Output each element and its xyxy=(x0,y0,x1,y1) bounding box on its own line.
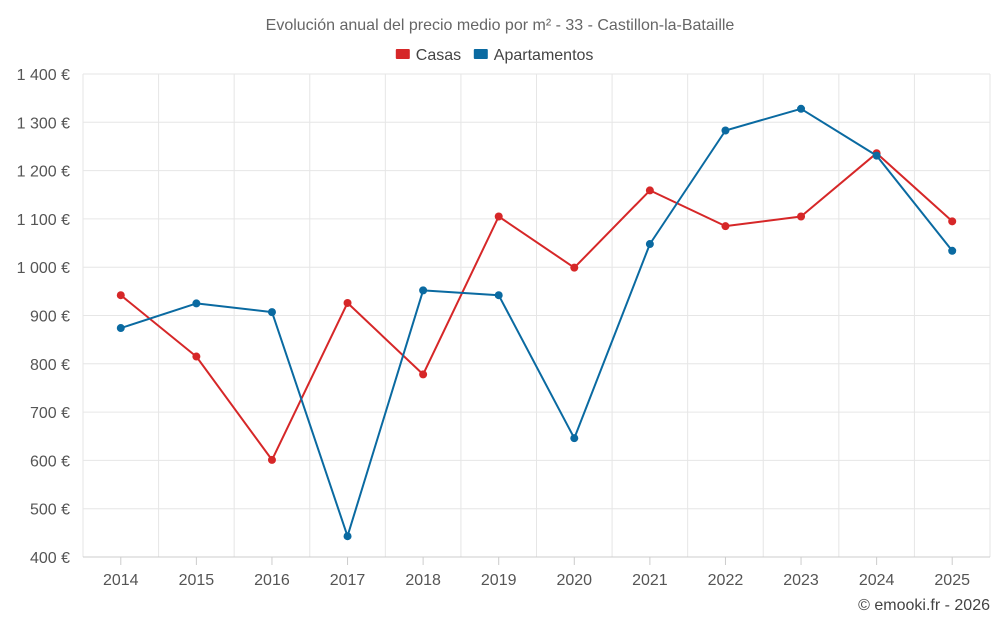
y-tick-label: 700 € xyxy=(30,405,70,422)
data-point-casas[interactable] xyxy=(797,212,806,221)
y-tick-label: 600 € xyxy=(30,453,70,470)
data-point-apartamentos[interactable] xyxy=(645,240,654,249)
data-point-casas[interactable] xyxy=(116,291,125,300)
data-point-casas[interactable] xyxy=(267,455,276,464)
data-point-apartamentos[interactable] xyxy=(343,532,352,541)
data-point-apartamentos[interactable] xyxy=(419,286,428,295)
x-tick-label: 2023 xyxy=(783,572,819,589)
x-tick-label: 2020 xyxy=(556,572,592,589)
credit-text: © emooki.fr - 2026 xyxy=(858,597,990,614)
data-point-apartamentos[interactable] xyxy=(872,151,881,160)
y-tick-label: 1 000 € xyxy=(17,260,70,277)
x-tick-label: 2025 xyxy=(934,572,970,589)
series-group xyxy=(116,104,957,541)
series-line-casas xyxy=(120,152,953,461)
y-tick-label: 1 100 € xyxy=(17,212,70,229)
x-tick-label: 2015 xyxy=(179,572,215,589)
data-point-apartamentos[interactable] xyxy=(116,324,125,333)
data-point-apartamentos[interactable] xyxy=(570,434,579,443)
data-point-apartamentos[interactable] xyxy=(948,246,957,255)
legend-swatch-casas[interactable] xyxy=(395,49,410,59)
x-tick-label: 2014 xyxy=(103,572,139,589)
legend-label-casas[interactable]: Casas xyxy=(416,47,461,64)
data-point-apartamentos[interactable] xyxy=(721,126,730,135)
data-point-apartamentos[interactable] xyxy=(494,291,503,300)
data-point-casas[interactable] xyxy=(721,222,730,231)
y-axis: 400 € 500 € 600 € 700 € 800 € 900 € 1 000 € 1 1… xyxy=(17,67,70,567)
data-point-apartamentos[interactable] xyxy=(797,104,806,113)
data-point-casas[interactable] xyxy=(494,212,503,221)
y-tick-label: 800 € xyxy=(30,357,70,374)
x-tick-label: 2017 xyxy=(330,572,366,589)
data-point-casas[interactable] xyxy=(645,186,654,195)
y-tick-label: 1 300 € xyxy=(17,115,70,132)
y-tick-label: 500 € xyxy=(30,502,70,519)
x-tick-label: 2022 xyxy=(708,572,744,589)
x-axis: 2014 2015 2016 2017 2018 2019 2020 2021 2022 2023… xyxy=(83,556,990,589)
grid xyxy=(82,73,991,558)
legend-swatch-apartamentos[interactable] xyxy=(473,49,488,59)
x-tick-label: 2019 xyxy=(481,572,517,589)
legend-label-apartamentos[interactable]: Apartamentos xyxy=(494,47,594,64)
x-tick-label: 2024 xyxy=(859,572,895,589)
data-point-apartamentos[interactable] xyxy=(267,308,276,317)
x-tick-label: 2016 xyxy=(254,572,290,589)
data-point-casas[interactable] xyxy=(343,298,352,307)
chart-title: Evolución anual del precio medio por m² … xyxy=(266,17,735,34)
data-point-apartamentos[interactable] xyxy=(192,299,201,308)
legend: Casas Apartamentos xyxy=(395,47,594,64)
y-tick-label: 400 € xyxy=(30,550,70,567)
y-tick-label: 1 400 € xyxy=(17,67,70,84)
data-point-casas[interactable] xyxy=(948,217,957,226)
x-tick-label: 2021 xyxy=(632,572,668,589)
x-tick-label: 2018 xyxy=(405,572,441,589)
y-tick-label: 900 € xyxy=(30,309,70,326)
y-tick-label: 1 200 € xyxy=(17,164,70,181)
data-point-casas[interactable] xyxy=(192,352,201,361)
data-point-casas[interactable] xyxy=(570,263,579,272)
data-point-casas[interactable] xyxy=(419,370,428,379)
series-line-apartamentos xyxy=(120,107,953,538)
